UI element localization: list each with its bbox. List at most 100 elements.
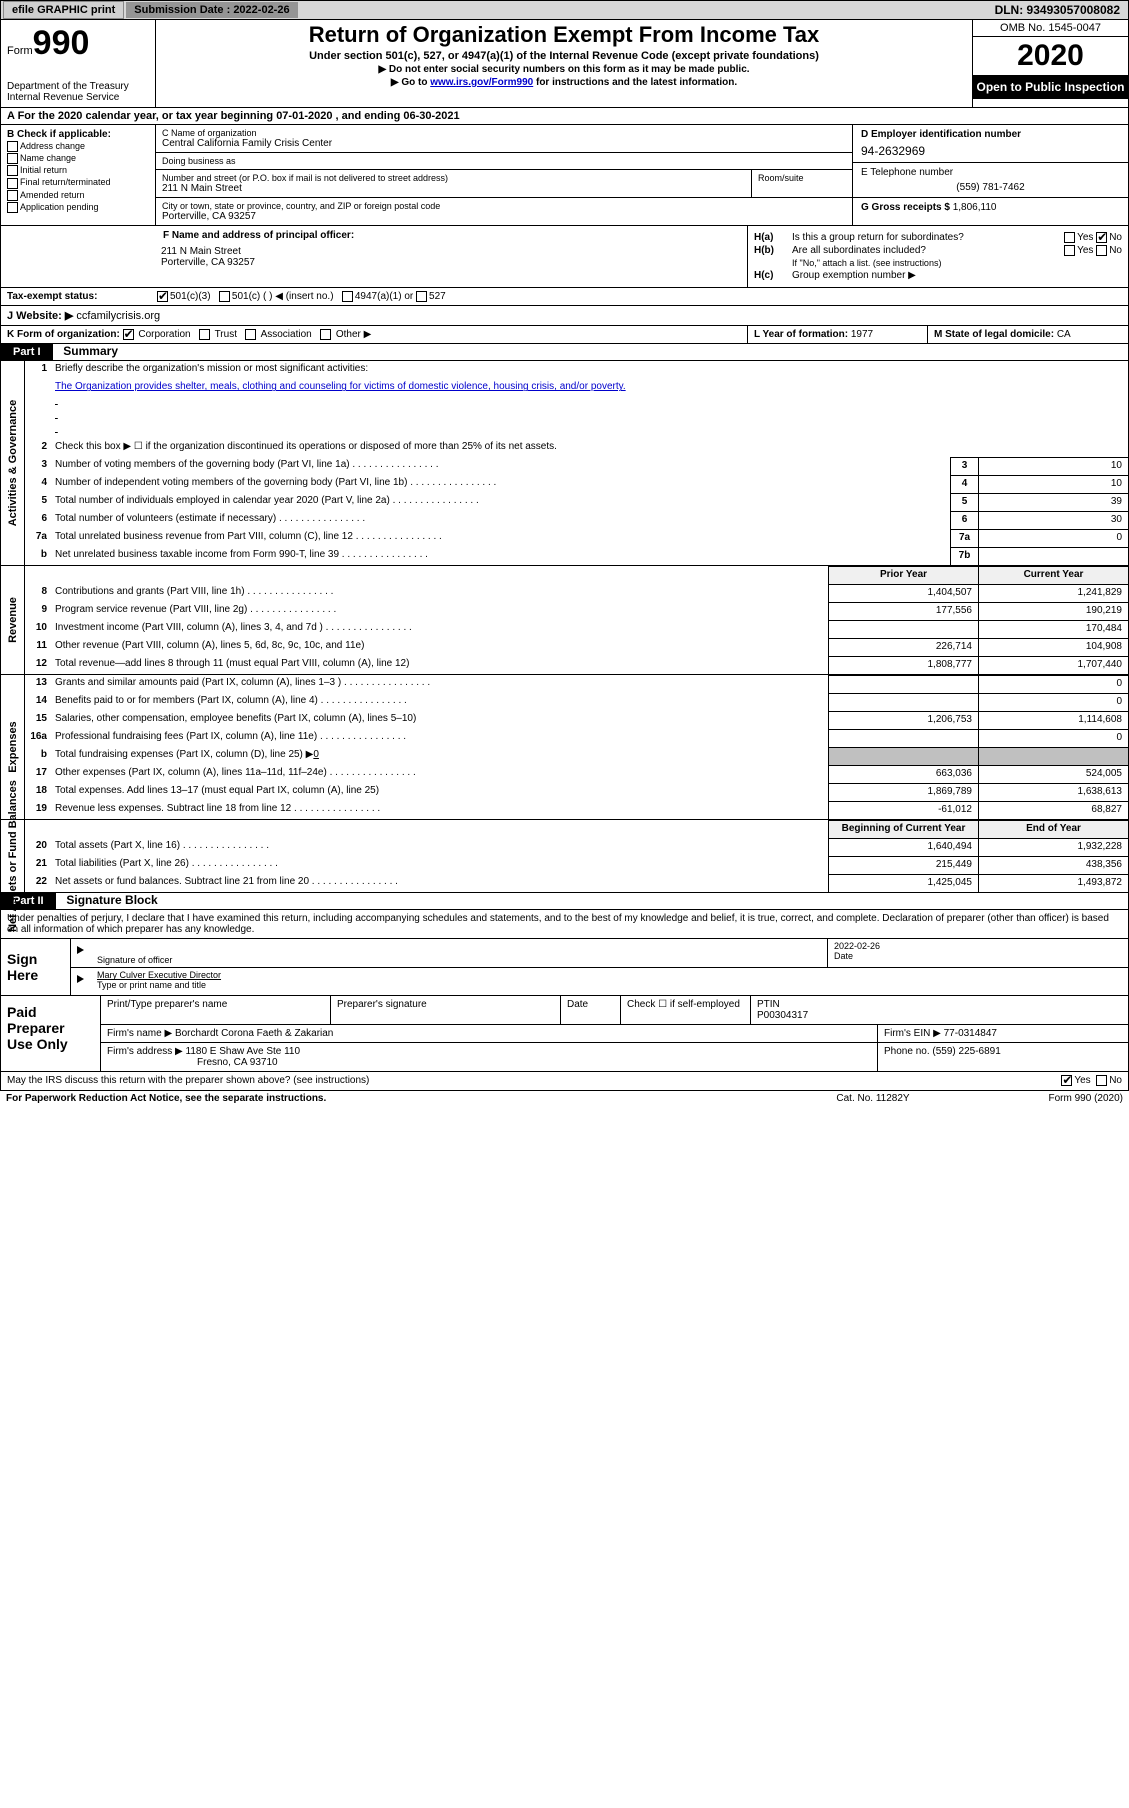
block-f-h: F Name and address of principal officer:… — [0, 225, 1129, 287]
preparer-name-label: Print/Type preparer's name — [101, 996, 331, 1024]
line15-current: 1,114,608 — [978, 711, 1128, 729]
line8-prior: 1,404,507 — [828, 584, 978, 602]
cb-address-change[interactable]: Address change — [7, 141, 149, 152]
line2-text: Check this box ▶ ☐ if the organization d… — [51, 439, 1128, 457]
firm-ein-label: Firm's EIN ▶ — [884, 1028, 941, 1039]
arrow-icon — [71, 939, 91, 967]
firm-addr2: Fresno, CA 93710 — [197, 1057, 278, 1068]
officer-addr1: 211 N Main Street — [161, 246, 741, 257]
line4: Number of independent voting members of … — [51, 475, 950, 493]
form990-link[interactable]: www.irs.gov/Form990 — [430, 77, 533, 88]
cb-name-change[interactable]: Name change — [7, 153, 149, 164]
line19: Revenue less expenses. Subtract line 18 … — [51, 801, 828, 819]
omb-number: OMB No. 1545-0047 — [973, 20, 1128, 37]
perjury-text: Under penalties of perjury, I declare th… — [1, 910, 1128, 938]
line1-label: Briefly describe the organization's miss… — [51, 361, 1128, 379]
state-domicile: CA — [1057, 329, 1071, 340]
sig-date-value: 2022-02-26 — [834, 941, 1122, 951]
column-c-org-info: C Name of organization Central Californi… — [156, 125, 853, 225]
sign-here-label: Sign Here — [1, 939, 71, 995]
phone-label: E Telephone number — [861, 167, 1120, 178]
paid-preparer-label: Paid Preparer Use Only — [1, 996, 101, 1071]
preparer-date-label: Date — [561, 996, 621, 1024]
open-inspection: Open to Public Inspection — [973, 75, 1128, 99]
efile-print-button[interactable]: efile GRAPHIC print — [3, 1, 124, 19]
form-title: Return of Organization Exempt From Incom… — [162, 22, 966, 48]
line15: Salaries, other compensation, employee b… — [51, 711, 828, 729]
firm-phone-label: Phone no. — [884, 1046, 930, 1057]
line11-prior: 226,714 — [828, 638, 978, 656]
cb-application-pending[interactable]: Application pending — [7, 202, 149, 213]
line9-prior: 177,556 — [828, 602, 978, 620]
line9: Program service revenue (Part VIII, line… — [51, 602, 828, 620]
irs-discuss-row: May the IRS discuss this return with the… — [0, 1072, 1129, 1090]
phone-value: (559) 781-7462 — [861, 182, 1120, 193]
cb-corporation[interactable] — [123, 329, 134, 340]
page-footer: For Paperwork Reduction Act Notice, see … — [0, 1091, 1129, 1106]
form-number: 990 — [33, 24, 90, 62]
form-header: Form990 Department of the Treasury Inter… — [0, 20, 1129, 108]
line13-prior — [828, 675, 978, 693]
line4-value: 10 — [978, 475, 1128, 493]
line18-current: 1,638,613 — [978, 783, 1128, 801]
line5: Total number of individuals employed in … — [51, 493, 950, 511]
line16b: Total fundraising expenses (Part IX, col… — [51, 747, 828, 765]
line20-eoy: 1,932,228 — [978, 838, 1128, 856]
cb-527[interactable] — [416, 291, 427, 302]
officer-label: F Name and address of principal officer: — [163, 230, 354, 241]
line21-boy: 215,449 — [828, 856, 978, 874]
line16b-current — [978, 747, 1128, 765]
cb-501c3[interactable] — [157, 291, 168, 302]
hc-label: Group exemption number ▶ — [792, 270, 1122, 281]
cb-4947[interactable] — [342, 291, 353, 302]
line21: Total liabilities (Part X, line 26) — [51, 856, 828, 874]
hb-no[interactable] — [1096, 245, 1107, 256]
line8-current: 1,241,829 — [978, 584, 1128, 602]
city-label: City or town, state or province, country… — [162, 201, 846, 211]
line7a: Total unrelated business revenue from Pa… — [51, 529, 950, 547]
cb-amended-return[interactable]: Amended return — [7, 190, 149, 201]
cb-association[interactable] — [245, 329, 256, 340]
part-i-header: Part I Summary — [0, 344, 1129, 361]
line20: Total assets (Part X, line 16) — [51, 838, 828, 856]
cb-trust[interactable] — [199, 329, 210, 340]
hb-yes[interactable] — [1064, 245, 1075, 256]
line10-prior — [828, 620, 978, 638]
line18-prior: 1,869,789 — [828, 783, 978, 801]
firm-phone-value: (559) 225-6891 — [932, 1046, 1000, 1057]
eoy-header: End of Year — [978, 820, 1128, 838]
boy-header: Beginning of Current Year — [828, 820, 978, 838]
cb-501c[interactable] — [219, 291, 230, 302]
line20-boy: 1,640,494 — [828, 838, 978, 856]
officer-name-title: Mary Culver Executive Director — [97, 970, 221, 980]
line22-eoy: 1,493,872 — [978, 874, 1128, 892]
line6: Total number of volunteers (estimate if … — [51, 511, 950, 529]
self-employed-check[interactable]: Check ☐ if self-employed — [621, 996, 751, 1024]
ha-yes[interactable] — [1064, 232, 1075, 243]
discuss-yes[interactable] — [1061, 1075, 1072, 1086]
line18: Total expenses. Add lines 13–17 (must eq… — [51, 783, 828, 801]
line9-current: 190,219 — [978, 602, 1128, 620]
cb-other[interactable] — [320, 329, 331, 340]
firm-name-label: Firm's name ▶ — [107, 1028, 172, 1039]
expenses-label: Expenses — [7, 722, 19, 773]
tax-year: 2020 — [973, 37, 1128, 75]
preparer-sig-label: Preparer's signature — [331, 996, 561, 1024]
line5-value: 39 — [978, 493, 1128, 511]
cb-initial-return[interactable]: Initial return — [7, 165, 149, 176]
line17-prior: 663,036 — [828, 765, 978, 783]
dept-label: Department of the Treasury Internal Reve… — [7, 81, 149, 103]
top-bar: efile GRAPHIC print Submission Date : 20… — [0, 0, 1129, 20]
discuss-no[interactable] — [1096, 1075, 1107, 1086]
block-b-c-d: B Check if applicable: Address change Na… — [0, 125, 1129, 225]
dln-number: DLN: 93493057008082 — [987, 1, 1128, 19]
org-name: Central California Family Crisis Center — [162, 138, 846, 149]
ha-no[interactable] — [1096, 232, 1107, 243]
prior-year-header: Prior Year — [828, 566, 978, 584]
line19-current: 68,827 — [978, 801, 1128, 819]
gross-receipts-value: 1,806,110 — [953, 202, 997, 213]
name-title-label: Type or print name and title — [97, 980, 206, 990]
mission-text[interactable]: The Organization provides shelter, meals… — [55, 381, 1098, 395]
row-k-l-m: K Form of organization: Corporation Trus… — [0, 325, 1129, 344]
cb-final-return[interactable]: Final return/terminated — [7, 177, 149, 188]
